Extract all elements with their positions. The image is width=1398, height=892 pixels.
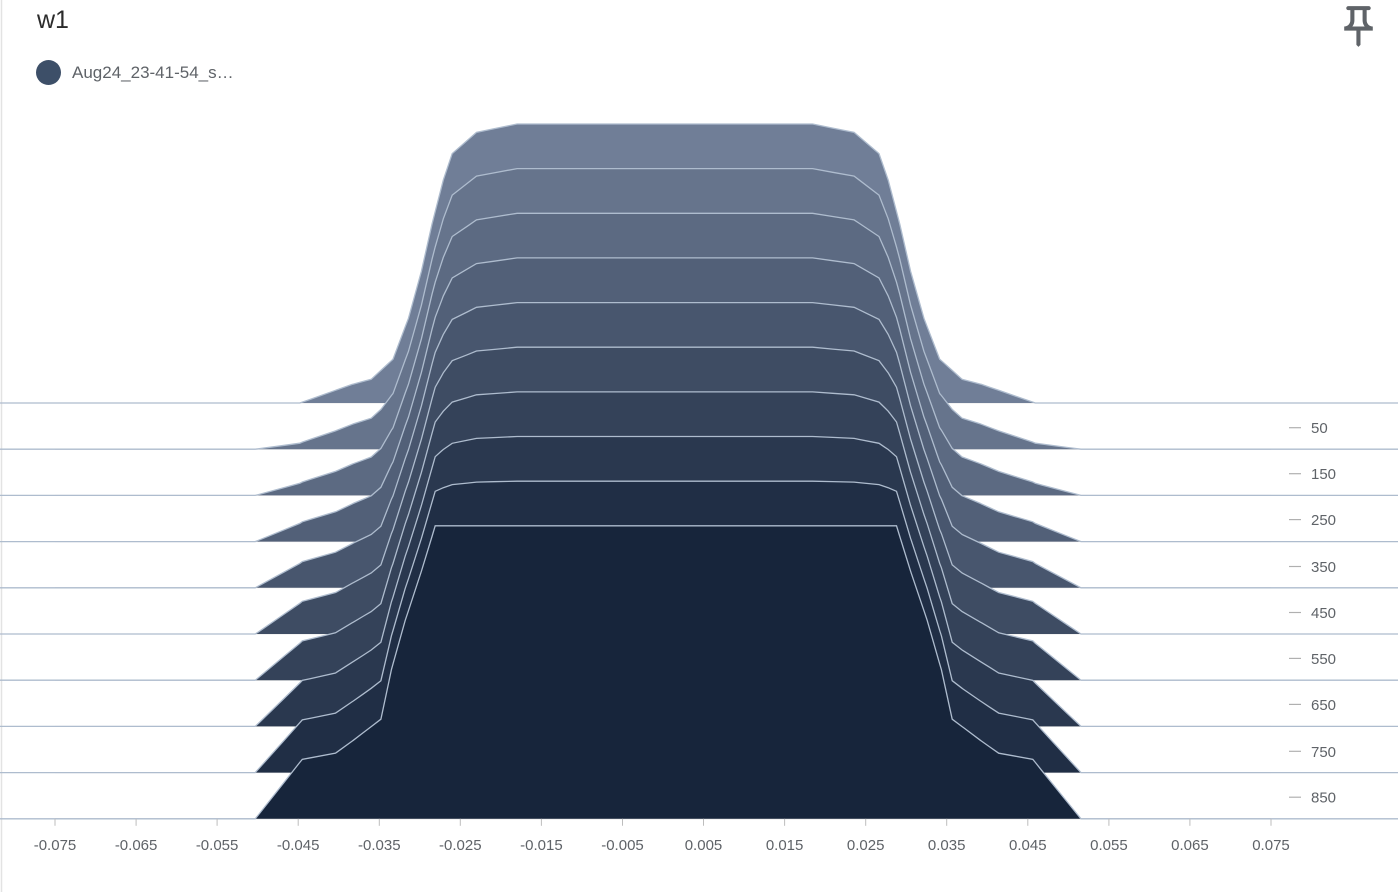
- svg-text:0.045: 0.045: [1009, 837, 1047, 854]
- svg-text:150: 150: [1311, 466, 1336, 483]
- svg-text:0.075: 0.075: [1252, 837, 1290, 854]
- svg-text:650: 650: [1311, 697, 1336, 714]
- svg-text:250: 250: [1311, 512, 1336, 529]
- svg-text:450: 450: [1311, 605, 1336, 622]
- svg-text:0.055: 0.055: [1090, 837, 1128, 854]
- svg-text:0.065: 0.065: [1171, 837, 1209, 854]
- svg-text:-0.005: -0.005: [601, 837, 644, 854]
- svg-text:350: 350: [1311, 559, 1336, 576]
- svg-text:750: 750: [1311, 744, 1336, 761]
- svg-text:-0.065: -0.065: [115, 837, 158, 854]
- svg-text:-0.045: -0.045: [277, 837, 320, 854]
- svg-text:0.015: 0.015: [766, 837, 804, 854]
- svg-text:-0.015: -0.015: [520, 837, 563, 854]
- svg-text:-0.055: -0.055: [196, 837, 239, 854]
- svg-text:0.005: 0.005: [685, 837, 723, 854]
- svg-text:0.035: 0.035: [928, 837, 966, 854]
- svg-text:-0.035: -0.035: [358, 837, 401, 854]
- svg-text:-0.075: -0.075: [34, 837, 77, 854]
- svg-text:0.025: 0.025: [847, 837, 885, 854]
- svg-text:850: 850: [1311, 790, 1336, 807]
- svg-text:550: 550: [1311, 651, 1336, 668]
- svg-text:50: 50: [1311, 420, 1328, 437]
- svg-text:-0.025: -0.025: [439, 837, 482, 854]
